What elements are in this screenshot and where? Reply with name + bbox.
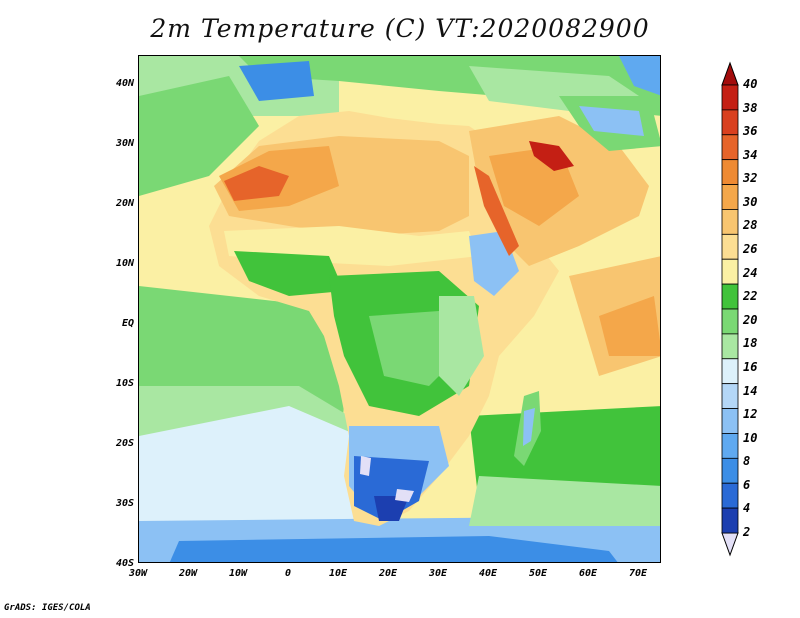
lat-tick-label: 10N <box>115 258 134 269</box>
colorbar-level-label: 6 <box>743 477 751 492</box>
lat-tick-label: 30N <box>115 138 134 149</box>
colorbar-swatch <box>721 333 739 360</box>
lat-tick-label: EQ <box>121 318 134 329</box>
colorbar-swatch <box>721 482 739 509</box>
chart-title: 2m Temperature (C) VT:2020082900 <box>150 14 650 43</box>
lon-tick-label: 10E <box>328 568 348 579</box>
colorbar-swatch <box>721 457 739 484</box>
colorbar-level-label: 4 <box>743 501 751 516</box>
lat-tick-label: 20S <box>115 438 134 449</box>
colorbar-level-label: 22 <box>743 289 758 304</box>
ocean-atlantic-cool-band <box>139 76 259 196</box>
colorbar-level-label: 12 <box>743 407 758 422</box>
sahara-hottest <box>224 166 289 201</box>
colorbar-swatch <box>721 84 739 111</box>
lesotho-frost <box>395 489 414 502</box>
colorbar-swatch <box>721 109 739 136</box>
zagros-cold <box>579 106 644 136</box>
colorbar-level-label: 20 <box>743 312 758 327</box>
caspian-cold <box>619 56 660 96</box>
colorbar-swatch <box>721 233 739 260</box>
namibia-frost <box>360 456 371 476</box>
lon-tick-label: 60E <box>578 568 598 579</box>
colorbar-swatch <box>721 308 739 335</box>
colorbar-level-label: 18 <box>743 336 758 351</box>
colorbar-level-label: 24 <box>743 265 758 280</box>
colorbar-swatch <box>721 383 739 409</box>
madagascar-highlands <box>523 408 535 446</box>
lon-tick-label: 10W <box>228 568 248 579</box>
map-panel <box>138 55 661 563</box>
persian-gulf-hot <box>529 141 574 171</box>
colorbar-level-label: 32 <box>743 171 758 186</box>
colorbar-level-label: 14 <box>743 383 758 398</box>
lat-tick-label: 20N <box>115 198 134 209</box>
colorbar-level-label: 2 <box>743 525 751 539</box>
colorbar-swatch <box>721 184 739 210</box>
colorbar-under-arrow <box>721 532 739 557</box>
ocean-southern-polar <box>169 536 618 562</box>
colorbar-swatch <box>721 433 739 459</box>
west-africa-forest <box>234 251 344 296</box>
lat-tick-label: 30S <box>115 498 134 509</box>
colorbar-swatch <box>721 134 739 161</box>
colorbar-swatch <box>721 358 739 385</box>
colorbar-level-label: 30 <box>743 194 758 209</box>
colorbar-swatch <box>721 258 739 285</box>
lon-tick-label: 30E <box>428 568 448 579</box>
colorbar-level-label: 10 <box>743 430 758 445</box>
credit-text: GrADS: IGES/COLA <box>4 603 91 613</box>
east-africa-highlands <box>439 296 484 396</box>
southern-africa-cold <box>354 456 429 521</box>
lon-tick-label: 20W <box>178 568 198 579</box>
central-africa-temperate <box>369 311 459 386</box>
ocean-indian-temperate <box>469 476 660 526</box>
lon-tick-label: 70E <box>628 568 648 579</box>
colorbar-level-label: 16 <box>743 359 758 374</box>
lon-tick-label: 30W <box>128 568 148 579</box>
iberia-cold <box>239 61 314 101</box>
colorbar-swatch <box>721 209 739 235</box>
ocean-indian-warm-patch <box>599 296 660 356</box>
colorbar-level-label: 26 <box>743 242 758 257</box>
temperature-map <box>139 56 660 562</box>
colorbar-level-label: 38 <box>743 100 758 115</box>
colorbar-swatch <box>721 283 739 310</box>
lon-tick-label: 20E <box>378 568 398 579</box>
lat-tick-label: 40N <box>115 78 134 89</box>
colorbar-level-label: 8 <box>743 454 751 469</box>
ocean-south-atlantic-cold <box>139 406 389 536</box>
colorbar-level-label: 40 <box>743 77 758 91</box>
lon-tick-label: 0 <box>284 568 292 579</box>
lat-tick-label: 40S <box>115 558 134 569</box>
colorbar-swatch <box>721 159 739 185</box>
colorbar-over-arrow <box>721 61 739 86</box>
colorbar-swatch <box>721 408 739 434</box>
colorbar-swatch <box>721 507 739 534</box>
southern-africa-coldest <box>374 496 409 521</box>
lon-tick-label: 50E <box>528 568 548 579</box>
lat-tick-label: 10S <box>115 378 134 389</box>
red-sea <box>474 166 519 256</box>
colorbar-level-label: 34 <box>743 147 758 162</box>
colorbar-level-label: 36 <box>743 124 758 139</box>
lon-tick-label: 40E <box>478 568 498 579</box>
colorbar-level-label: 28 <box>743 218 758 233</box>
